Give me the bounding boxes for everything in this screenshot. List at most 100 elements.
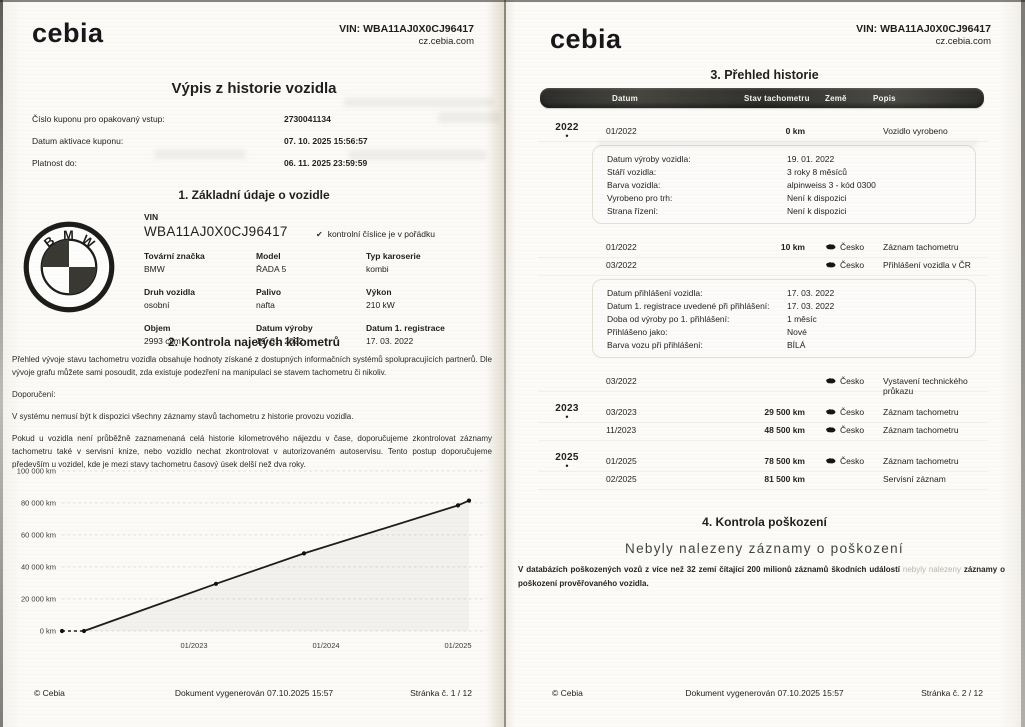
check-icon: ✔ <box>316 229 323 239</box>
history-card-row: Barva vozidla: alpinweiss 3 - kód 0300 <box>607 178 975 191</box>
vin-text: VIN: WBA11AJ0X0CJ96417 <box>856 23 991 35</box>
history-event: Servisní záznam <box>883 474 946 484</box>
czechia-map-icon <box>826 409 836 415</box>
history-year-dot: • <box>565 461 569 471</box>
history-country-name: Česko <box>840 407 865 417</box>
chart-ytick-label: 40 000 km <box>21 563 56 572</box>
history-event: Záznam tachometru <box>883 242 959 252</box>
report-page-2: cebia VIN: WBA11AJ0X0CJ96417 cz.cebia.co… <box>508 2 1021 725</box>
check-text: kontrolní číslice je v pořádku <box>327 229 435 239</box>
damage-text-part: záznamy o poškození prověřovaného vozidl… <box>518 565 1005 588</box>
chart-ytick-label: 100 000 km <box>17 467 56 476</box>
cebia-logo: cebia <box>550 24 622 54</box>
history-date: 03/2022 <box>606 260 637 270</box>
history-row: 01/2022 10 km Česko Záznam tachometru <box>538 240 988 258</box>
history-rows: 2022 • 01/2022 0 km Vozidlo vyrobeno Datum vý… <box>538 122 988 490</box>
history-date: 01/2022 <box>606 126 637 136</box>
coupon-value: 2730041134 <box>284 114 331 124</box>
footer-copyright: © Cebia <box>34 688 65 698</box>
site-url: cz.cebia.com <box>418 36 474 48</box>
footer-copyright: © Cebia <box>552 688 583 698</box>
vehicle-field: Palivo nafta <box>256 287 366 310</box>
vehicle-field: Druh vozidla osobní <box>144 287 256 310</box>
czechia-map-icon <box>826 458 836 464</box>
coupon-row: Číslo kuponu pro opakovaný vstup: 273004… <box>32 114 478 136</box>
history-date: 01/2022 <box>606 242 637 252</box>
history-detail-card: Datum přihlášení vozidla: 17. 03. 2022 Dat… <box>592 279 976 358</box>
history-row: 03/2022 Česko Přihlášení vozidla v ČR <box>538 258 988 276</box>
vin-label: VIN <box>144 212 159 222</box>
history-card-row: Doba od výroby po 1. přihlášení: 1 měsíc <box>607 312 975 325</box>
history-card-row: Datum 1. registrace uvedené při přihláše… <box>607 299 975 312</box>
mileage-chart: 0 km 20 000 km 40 000 km 60 000 km 80 000 km… <box>17 467 486 650</box>
chart-ytick-label: 60 000 km <box>21 531 56 540</box>
history-row: 02/2025 81 500 km Servisní záznam <box>538 472 988 490</box>
vehicle-field: Objem 2993 ccm <box>144 323 256 346</box>
coupon-row: Platnost do: 06. 11. 2025 23:59:59 <box>32 158 478 180</box>
history-row: 11/2023 48 500 km Česko Záznam tachometru <box>538 423 988 441</box>
history-card-value: BÍLÁ <box>787 339 806 350</box>
czechia-map-icon <box>826 427 836 433</box>
history-odometer: 81 500 km <box>764 474 805 484</box>
history-card-label: Datum výroby vozidla: <box>607 153 691 164</box>
scan-edge-right <box>1021 0 1025 727</box>
scan-edge-top <box>0 0 1025 2</box>
chart-area <box>62 500 469 631</box>
vehicle-field-value: osobní <box>144 300 170 310</box>
vehicle-field-label: Výkon <box>366 287 392 297</box>
paragraph: Pokud u vozidla není průběžně zaznamenan… <box>12 433 492 469</box>
history-card-value: Nové <box>787 326 807 337</box>
chart-point <box>213 581 219 586</box>
history-country-name: Česko <box>840 260 865 270</box>
history-card-label: Barva vozidla: <box>607 179 661 190</box>
history-date: 02/2025 <box>606 474 637 484</box>
section2-title: 2. Kontrola najetých kilometrů <box>167 335 341 349</box>
bmw-letter: M <box>63 228 74 242</box>
vehicle-field: Tovární značka BMW <box>144 251 256 274</box>
scan-edge-left <box>0 0 3 727</box>
vehicle-field-label: Palivo <box>256 287 282 297</box>
coupon-label: Číslo kuponu pro opakovaný vstup: <box>32 114 165 124</box>
coupon-row: Datum aktivace kuponu: 07. 10. 2025 15:5… <box>32 136 478 158</box>
scan-smudge <box>344 98 494 107</box>
vehicle-field-value: kombi <box>366 264 389 274</box>
vehicle-field-label: Model <box>256 251 281 261</box>
vehicle-field-value: ŘADA 5 <box>256 264 287 274</box>
chart-xtick-label: 01/2023 <box>180 641 207 650</box>
vehicle-field-value: 210 kW <box>366 300 395 310</box>
history-year-label: 2025 <box>555 452 579 463</box>
history-row: 03/2022 Česko Vystavení technického průkaz… <box>538 374 988 396</box>
section1-title: 1. Základní údaje o vozidle <box>178 188 330 202</box>
history-date: 03/2023 <box>606 407 637 417</box>
damage-text-part: V databázích poškozených vozů z více než… <box>518 565 903 574</box>
vehicle-field-label: Typ karoserie <box>366 251 421 261</box>
footer-generated: Dokument vygenerován 07.10.2025 15:57 <box>174 688 334 698</box>
cebia-logo: cebia <box>32 18 104 48</box>
history-year-label: 2023 <box>555 403 579 414</box>
page-divider-shade <box>484 0 504 727</box>
paragraph: V systému nemusí být k dispozici všechny… <box>12 411 354 421</box>
chart-xtick-label: 01/2024 <box>312 641 339 650</box>
history-odometer: 48 500 km <box>764 425 805 435</box>
history-card-row: Vyrobeno pro trh: Není k dispozici <box>607 191 975 204</box>
chart-ytick-label: 0 km <box>40 627 56 636</box>
footer-generated: Dokument vygenerován 07.10.2025 15:57 <box>685 688 844 698</box>
coupon-label: Platnost do: <box>32 158 77 168</box>
report-page-1: cebia VIN: WBA11AJ0X0CJ96417 cz.cebia.co… <box>4 2 504 725</box>
history-year-label: 2022 <box>555 122 579 133</box>
czechia-map-icon <box>826 262 836 268</box>
vehicle-field: Datum 1. registrace 17. 03. 2022 <box>366 323 492 346</box>
history-country-name: Česko <box>840 456 865 466</box>
column-header-country: Země <box>825 94 847 103</box>
history-card-value: Není k dispozici <box>787 205 847 216</box>
page-divider <box>504 0 506 727</box>
vehicle-fields: Tovární značka BMW Model ŘADA 5 Typ karoseri… <box>144 251 492 346</box>
vehicle-field-label: Datum 1. registrace <box>366 323 445 333</box>
history-card-label: Barva vozu při přihlášení: <box>607 339 703 350</box>
chart-point <box>59 628 65 634</box>
column-header-odometer: Stav tachometru <box>744 94 810 103</box>
history-card-value: 17. 03. 2022 <box>787 300 835 311</box>
chart-ytick-label: 20 000 km <box>21 595 56 604</box>
history-card-row: Stáří vozidla: 3 roky 8 měsíců <box>607 165 975 178</box>
history-card-value: 1 měsíc <box>787 313 817 324</box>
